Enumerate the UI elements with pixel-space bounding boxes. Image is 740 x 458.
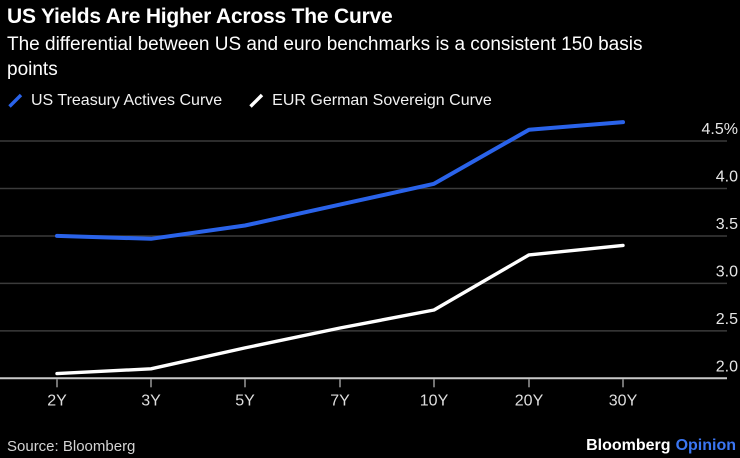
brand-suffix: Opinion	[675, 437, 736, 454]
x-axis-label: 7Y	[330, 392, 350, 409]
series-line-us-treasury-actives-curve	[55, 120, 625, 241]
y-axis-label: 3.5	[716, 216, 738, 233]
chart-canvas: 4.5% 4.0 3.5 3.0 2.5 2.0 2Y 3Y 5Y 7Y 10Y 20Y 30Y	[0, 120, 738, 409]
x-axis-label: 30Y	[609, 392, 638, 409]
x-axis-label: 5Y	[235, 392, 255, 409]
source-label: Source: Bloomberg	[7, 438, 136, 455]
y-axis-label: 2.0	[716, 358, 738, 375]
legend-label: US Treasury Actives Curve	[31, 92, 223, 109]
x-axis-label: 10Y	[420, 392, 449, 409]
brand-logo: Bloomberg Opinion	[586, 437, 736, 455]
y-axis-label: 2.5	[716, 311, 738, 328]
x-axis-label: 3Y	[141, 392, 161, 409]
x-axis-label: 20Y	[515, 392, 544, 409]
x-axis-label: 2Y	[47, 392, 67, 409]
slash-icon	[8, 93, 23, 108]
y-axis-label: 4.5%	[702, 121, 738, 138]
legend-item-eur-german: EUR German Sovereign Curve	[248, 92, 492, 110]
brand-name: Bloomberg	[586, 437, 671, 454]
legend-label: EUR German Sovereign Curve	[272, 92, 492, 109]
legend-slash-white	[249, 93, 264, 108]
page-title: US Yields Are Higher Across The Curve	[7, 5, 393, 28]
slash-icon	[249, 93, 264, 108]
chart-subtitle: The differential between US and euro ben…	[7, 34, 643, 80]
series-line-eur-german-sovereign-curve	[55, 243, 625, 376]
chart-legend: US Treasury Actives Curve EUR German Sov…	[7, 92, 492, 110]
y-axis-label: 4.0	[716, 169, 738, 186]
y-axis-label: 3.0	[716, 263, 738, 280]
legend-item-us-treasury: US Treasury Actives Curve	[7, 92, 222, 110]
legend-slash-blue	[8, 93, 23, 108]
